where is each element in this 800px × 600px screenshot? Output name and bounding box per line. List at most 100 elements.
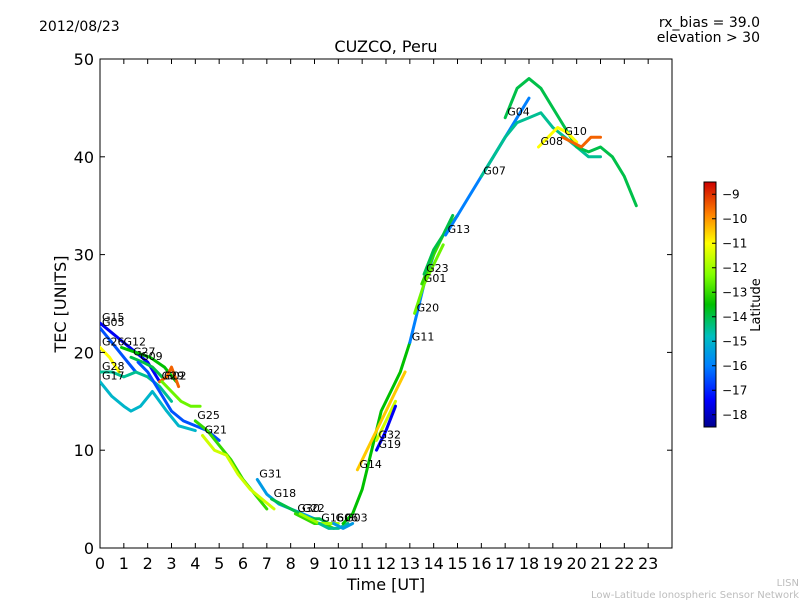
series-label-g31: G31	[259, 468, 282, 481]
series-label-g05: G05	[102, 316, 125, 329]
series-g05	[100, 326, 138, 374]
x-tick-label: 4	[190, 554, 200, 573]
series-label-g12: G12	[124, 336, 147, 349]
x-tick-label: 3	[166, 554, 176, 573]
x-tick-label: 18	[519, 554, 539, 573]
series-label-g15: G15	[102, 311, 125, 324]
x-tick-label: 13	[400, 554, 420, 573]
series-label-g14: G14	[359, 458, 382, 471]
series-g23	[422, 214, 455, 276]
y-tick-label: 10	[74, 441, 94, 460]
series-label-g21: G21	[205, 424, 228, 437]
series-g21	[201, 434, 276, 511]
series-label-g07: G07	[483, 164, 506, 177]
series-g19	[375, 404, 397, 452]
colorbar-ticks: −9 −10 −11 −12 −13 −14 −15 −16 −17 −18	[712, 187, 747, 422]
x-tick-label: 19	[543, 554, 563, 573]
series-label-g13: G13	[448, 223, 471, 236]
x-tick-label: 6	[238, 554, 248, 573]
x-tick-label: 23	[638, 554, 658, 573]
series-g27	[129, 355, 164, 379]
series-g07	[479, 111, 602, 178]
series-label-g09: G09	[140, 350, 163, 363]
series-label-g18: G18	[274, 487, 297, 500]
colorbar-tick-label: −16	[722, 359, 747, 373]
x-tick-label: 17	[495, 554, 515, 573]
x-tick-label: 22	[614, 554, 634, 573]
x-tick-label: 21	[590, 554, 610, 573]
rx-bias-label: rx_bias = 39.0	[659, 15, 760, 31]
series-label-g10: G10	[564, 125, 587, 138]
series-g10	[560, 135, 602, 149]
x-tick-label: 1	[119, 554, 129, 573]
y-tick-label: 40	[74, 148, 94, 167]
colorbar-tick-label: −10	[722, 212, 747, 226]
series-label-g25: G25	[197, 409, 220, 422]
x-tick-label: 15	[447, 554, 467, 573]
colorbar-tick-label: −12	[722, 261, 747, 275]
series-g32	[375, 399, 397, 442]
x-tick-label: 10	[328, 554, 348, 573]
x-axis: 0 1 2 3 4 5 6 7 8 9 10 11 12 13 14 15 16 17 18 19 20 21 22 23	[95, 59, 658, 573]
series-g16	[317, 522, 350, 530]
x-tick-label: 20	[566, 554, 586, 573]
series-label-g16: G16	[321, 512, 344, 525]
series-label-g17: G17	[102, 370, 125, 383]
series-g29	[158, 365, 181, 389]
series-label-g19: G19	[379, 438, 402, 451]
x-tick-label: 5	[214, 554, 224, 573]
x-tick-label: 12	[376, 554, 396, 573]
series-label-g04: G04	[507, 106, 530, 119]
x-tick-label: 11	[352, 554, 372, 573]
x-tick-label: 7	[262, 554, 272, 573]
colorbar-tick-label: −14	[722, 310, 747, 324]
series-g06	[332, 522, 355, 530]
x-tick-label: 14	[423, 554, 443, 573]
series-label-g29: G29	[162, 370, 185, 383]
colorbar-tick-label: −15	[722, 334, 747, 348]
series-label-g20: G20	[417, 301, 440, 314]
series-label-g27: G27	[133, 345, 156, 358]
series-label-g11: G11	[412, 331, 435, 344]
series-label-g26: G26	[102, 336, 125, 349]
elevation-label: elevation > 30	[657, 30, 760, 46]
series-g26	[100, 346, 121, 374]
series-g28	[100, 370, 173, 403]
colorbar-label: Latitude	[749, 278, 764, 332]
series-g30	[293, 512, 336, 530]
series-label-g23: G23	[426, 262, 449, 275]
colorbar-tick-label: −9	[722, 187, 740, 201]
series-label-g02: G02	[164, 370, 187, 383]
series-label-g30: G30	[297, 502, 320, 515]
series-label-g28: G28	[102, 360, 125, 373]
footer-network: Low-Latitude Ionospheric Sensor Network	[591, 590, 799, 600]
series-label-g06: G06	[336, 512, 359, 525]
series-g17	[100, 380, 197, 433]
series-label-g22: G22	[302, 502, 325, 515]
series-label-g03: G03	[345, 512, 368, 525]
colorbar-tick-label: −18	[722, 408, 747, 422]
x-tick-label: 0	[95, 554, 105, 573]
colorbar-tick-label: −13	[722, 285, 747, 299]
date-label: 2012/08/23	[39, 19, 120, 35]
colorbar-tick-label: −17	[722, 383, 747, 397]
y-tick-label: 0	[84, 539, 94, 558]
colorbar-tick-label: −11	[722, 236, 747, 250]
x-tick-label: 9	[309, 554, 319, 573]
series-label-g01: G01	[424, 272, 447, 285]
y-axis: 0 10 20 30 40 50	[74, 50, 672, 558]
x-tick-label: 16	[471, 554, 491, 573]
chart-title: CUZCO, Peru	[334, 37, 437, 56]
series-g02	[160, 380, 202, 408]
series-layer	[100, 77, 638, 530]
series-g08	[537, 126, 579, 149]
y-tick-label: 30	[74, 246, 94, 265]
series-label-g08: G08	[541, 135, 564, 148]
series-g20	[413, 243, 445, 315]
y-axis-label: TEC [UNITS]	[51, 256, 70, 354]
x-axis-label: Time [UT]	[346, 575, 425, 594]
x-tick-label: 8	[286, 554, 296, 573]
